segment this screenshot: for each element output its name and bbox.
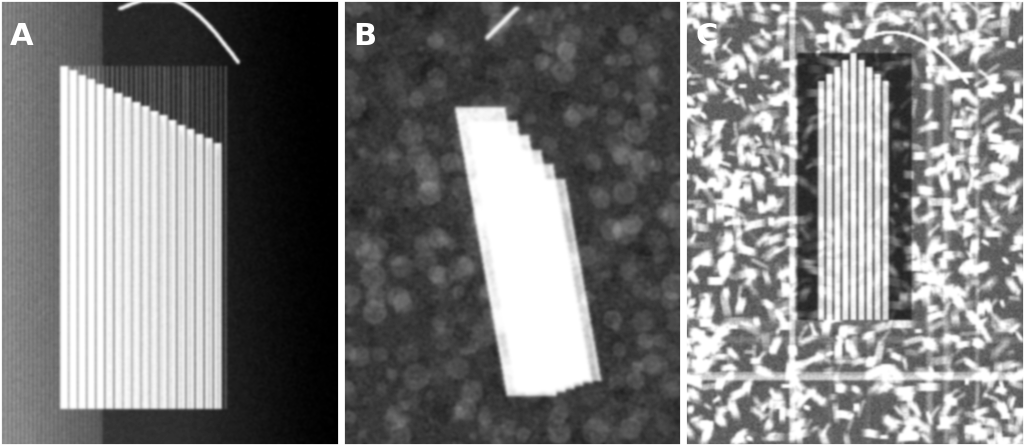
Text: C: C bbox=[695, 22, 718, 51]
Text: A: A bbox=[10, 22, 34, 51]
Text: B: B bbox=[353, 22, 376, 51]
